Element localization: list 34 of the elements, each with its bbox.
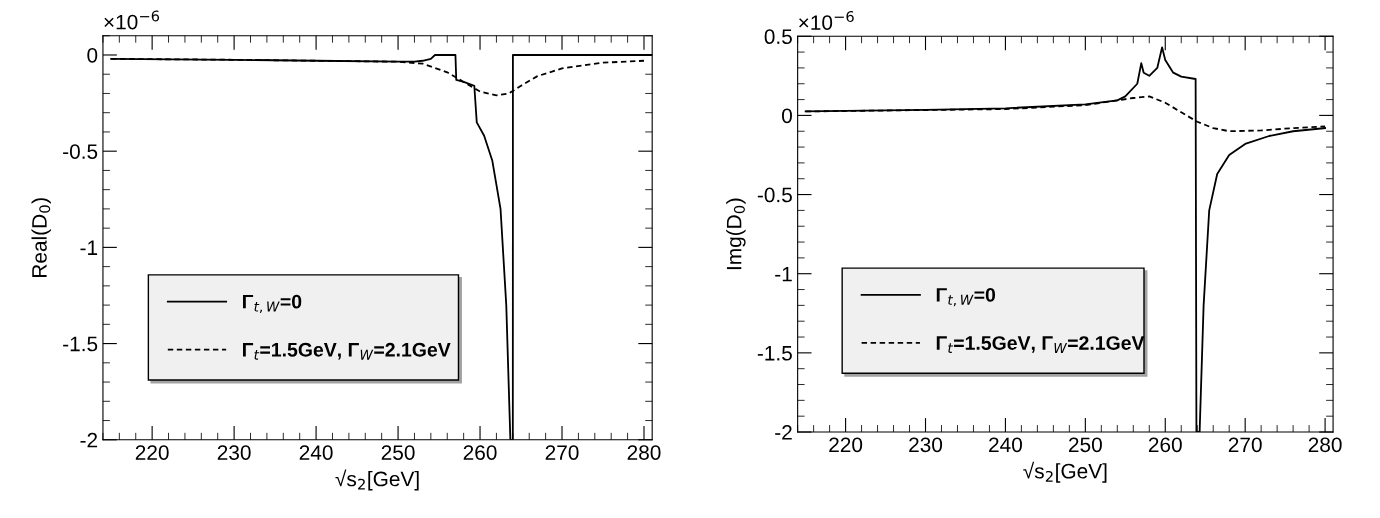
x-tick-label: 270 [1228,437,1262,453]
x-tick-label: 220 [829,437,863,453]
legend-label: Γ$_{t,W}$=0 [243,294,302,314]
y-tick-label: -0.5 [63,144,98,159]
y-tick-label: 0 [87,47,98,63]
y-tick-label: -1.5 [63,336,98,352]
y-tick-label: 0.5 [764,29,792,45]
y-tick-label: -0.5 [757,187,792,203]
x-tick-label: 250 [1069,437,1102,453]
text: ×10$^{−6}$ [104,10,160,30]
y-axis-title: Img(D$_{0}$) [726,198,746,270]
x-tick-label: 260 [463,445,497,460]
legend-label: Γ$_{t}$=1.5GeV, Γ$_{W}$=2.1GeV [243,342,451,360]
y-tick-label: -1 [80,240,98,255]
x-tick-label: 250 [381,445,415,460]
legend-label: Γ$_{t,W}$=0 [936,288,996,307]
x-tick-label: 260 [1148,437,1182,453]
x-axis-title: √s$_{2}$[GeV] [335,469,419,491]
y-tick-label: -1.5 [757,346,792,361]
y-axis-title: Real(D$_{0}$) [31,198,51,277]
x-tick-label: 230 [909,437,943,453]
x-tick-label: 230 [217,445,251,460]
text: ×10$^{−6}$ [799,11,854,30]
x-tick-label: 240 [299,445,333,460]
x-tick-label: 220 [135,445,169,460]
x-tick-label: 280 [1308,437,1342,453]
x-tick-label: 280 [627,445,661,460]
x-tick-label: 240 [989,437,1022,453]
y-tick-label: 0 [782,108,792,124]
x-axis-title: √s$_{2}$[GeV] [1023,461,1107,483]
y-tick-label: -2 [775,425,792,440]
x-tick-label: 270 [545,445,579,460]
y-tick-label: -1 [775,266,792,282]
y-tick-label: -2 [80,432,98,448]
